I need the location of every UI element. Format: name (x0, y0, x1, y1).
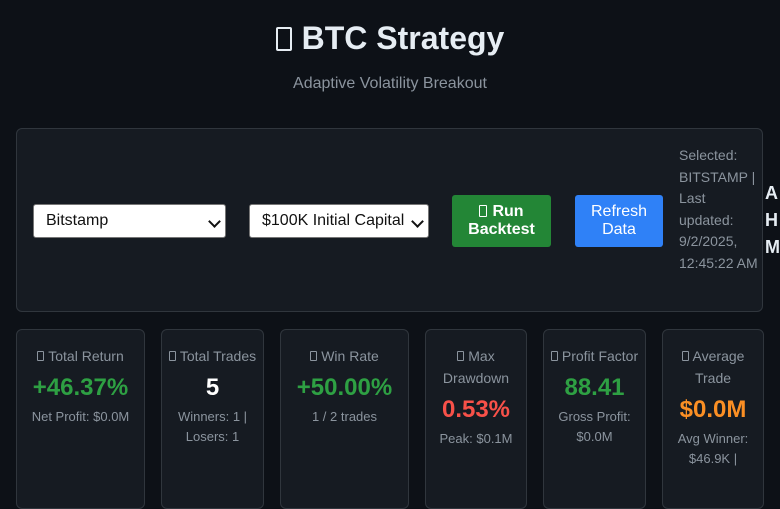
metric-card-win-rate: Win Rate +50.00% 1 / 2 trades (280, 329, 409, 509)
metric-label: Profit Factor (544, 345, 645, 367)
metric-subtext: Gross Profit: $0.0M (558, 409, 631, 444)
metric-label: Max Drawdown (426, 345, 526, 389)
metric-value: +50.00% (296, 374, 393, 401)
capital-select[interactable]: $100K Initial Capital (249, 204, 429, 238)
refresh-data-button[interactable]: Refresh Data (575, 195, 663, 247)
metric-label: Total Trades (162, 345, 263, 367)
metric-value: $0.0M (679, 396, 747, 423)
metric-card-profit-factor: Profit Factor 88.41 Gross Profit: $0.0M (543, 329, 646, 509)
controls-panel: Bitstamp $100K Initial Capital Run Backt… (16, 128, 763, 312)
clipped-letter: H (765, 210, 778, 230)
chevron-down-icon (411, 215, 424, 228)
trades-icon (168, 351, 176, 361)
trend-icon (37, 351, 45, 361)
metric-subtext: 1 / 2 trades (311, 409, 378, 424)
metric-label: Total Return (17, 345, 144, 367)
metric-label-text: Max Drawdown (442, 348, 510, 386)
metric-card-total-trades: Total Trades 5 Winners: 1 | Losers: 1 (161, 329, 264, 509)
metric-value: 0.53% (441, 396, 511, 423)
metric-label-text: Average Trade (692, 348, 745, 386)
drawdown-icon (457, 351, 465, 361)
profit-icon (550, 351, 558, 361)
metric-label: Average Trade (663, 345, 763, 389)
metric-subtext: Winners: 1 | Losers: 1 (177, 409, 248, 444)
metric-card-max-drawdown: Max Drawdown 0.53% Peak: $0.1M (425, 329, 527, 509)
chevron-down-icon (208, 215, 221, 228)
clipped-letter: M (765, 237, 780, 257)
metric-subtext: Peak: $0.1M (439, 431, 513, 446)
refresh-data-label: Refresh Data (590, 203, 648, 238)
target-icon (310, 351, 318, 361)
play-icon (479, 205, 488, 217)
exchange-select-value: Bitstamp (46, 212, 109, 229)
run-backtest-button[interactable]: Run Backtest (452, 195, 551, 247)
metric-value: +46.37% (32, 374, 129, 401)
page-title: BTC Strategy (0, 20, 780, 57)
run-backtest-label: Run Backtest (468, 203, 535, 238)
metric-label: Win Rate (281, 345, 408, 367)
metric-label-text: Total Return (48, 348, 124, 364)
metric-subtext: Avg Winner: $46.9K | (677, 431, 749, 466)
exchange-select[interactable]: Bitstamp (33, 204, 226, 238)
metric-label-text: Win Rate (321, 348, 379, 364)
metric-label-text: Total Trades (179, 348, 257, 364)
metric-value: 88.41 (564, 374, 625, 401)
chart-icon (275, 27, 292, 51)
page-subtitle: Adaptive Volatility Breakout (293, 75, 487, 92)
clipped-side-text: A H M (765, 180, 780, 261)
metric-subtext: Net Profit: $0.0M (31, 409, 130, 424)
metric-card-total-return: Total Return +46.37% Net Profit: $0.0M (16, 329, 145, 509)
clipped-letter: A (765, 183, 778, 203)
capital-select-value: $100K Initial Capital (262, 212, 405, 229)
metric-value: 5 (205, 374, 220, 401)
metric-card-average-trade: Average Trade $0.0M Avg Winner: $46.9K | (662, 329, 764, 509)
status-text: Selected: BITSTAMP | Last updated: 9/2/2… (679, 147, 758, 271)
average-icon (681, 351, 689, 361)
metric-label-text: Profit Factor (561, 348, 639, 364)
page-title-text: BTC Strategy (301, 20, 505, 56)
